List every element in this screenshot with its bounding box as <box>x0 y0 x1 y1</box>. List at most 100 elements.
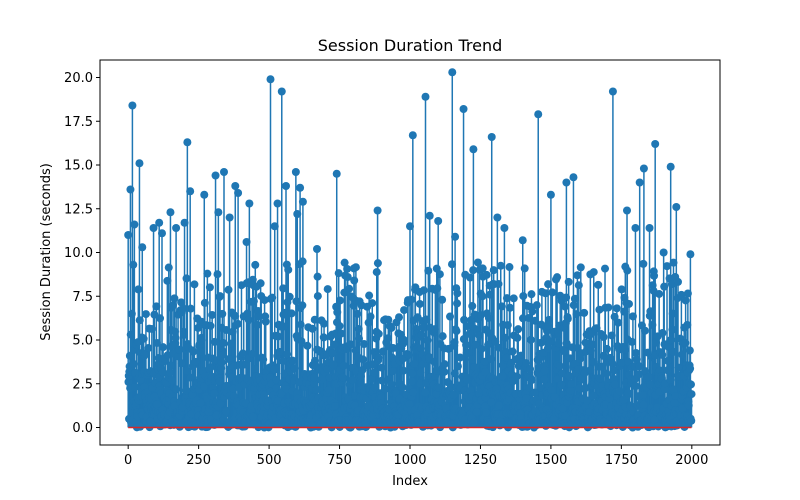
data-point <box>270 365 279 374</box>
x-axis: 0 250 500 750 1000 1250 1500 1750 2000 <box>124 445 708 468</box>
data-point <box>536 383 545 392</box>
data-point <box>674 363 683 372</box>
data-point <box>259 355 268 364</box>
data-point <box>651 140 660 148</box>
data-point <box>150 310 159 319</box>
data-point <box>554 329 563 337</box>
data-point <box>586 346 595 355</box>
data-point <box>505 263 514 272</box>
data-point <box>623 266 632 275</box>
data-point <box>189 347 198 356</box>
data-point <box>644 372 653 381</box>
data-point <box>177 359 186 368</box>
data-point <box>266 75 275 84</box>
data-point <box>316 420 325 429</box>
data-point <box>464 348 473 357</box>
data-point <box>524 313 533 322</box>
data-point <box>179 304 188 313</box>
data-point <box>641 326 650 335</box>
data-point <box>570 294 579 303</box>
data-point <box>681 296 690 305</box>
data-point <box>425 353 434 362</box>
data-point <box>340 258 349 267</box>
data-point <box>130 220 139 229</box>
data-point <box>422 315 431 324</box>
data-point <box>484 340 493 349</box>
data-point <box>217 358 226 367</box>
data-point <box>147 324 156 333</box>
data-point <box>607 331 616 340</box>
data-point <box>313 272 322 281</box>
x-tick-label: 1500 <box>534 453 567 468</box>
data-point <box>427 418 436 427</box>
data-point <box>410 359 419 368</box>
data-point <box>615 387 624 396</box>
data-point <box>365 291 374 300</box>
x-tick-label: 250 <box>186 453 211 468</box>
data-point <box>124 378 133 386</box>
data-point <box>632 348 641 357</box>
data-point <box>409 388 418 397</box>
data-point <box>624 299 633 308</box>
data-point <box>462 340 471 349</box>
data-point <box>527 376 536 385</box>
data-point <box>666 336 675 344</box>
data-point <box>351 346 360 355</box>
data-point <box>332 169 341 178</box>
data-point <box>563 314 572 323</box>
data-point <box>404 351 413 360</box>
data-point <box>433 284 442 293</box>
data-point <box>152 338 161 347</box>
data-point <box>387 323 396 332</box>
data-point <box>293 210 302 218</box>
data-point <box>519 314 528 323</box>
data-point <box>683 289 692 298</box>
data-point <box>398 383 407 392</box>
data-point <box>225 213 234 222</box>
data-point <box>245 199 254 208</box>
data-point <box>177 298 186 307</box>
data-point <box>129 260 138 269</box>
data-point <box>540 375 549 384</box>
data-point <box>126 330 135 339</box>
data-point <box>419 323 428 332</box>
data-point <box>159 343 168 352</box>
data-point <box>494 343 503 352</box>
data-point <box>452 327 461 336</box>
data-point <box>608 359 617 368</box>
data-point <box>308 324 317 333</box>
data-point <box>501 333 510 342</box>
data-point <box>384 334 393 343</box>
data-point <box>183 366 192 375</box>
data-point <box>557 369 566 378</box>
data-point <box>358 366 367 375</box>
data-point <box>564 277 573 286</box>
data-point <box>128 101 137 110</box>
y-tick-label: 5.0 <box>72 334 93 349</box>
data-point <box>249 412 258 421</box>
data-point <box>238 349 247 358</box>
data-point <box>282 182 290 190</box>
data-point <box>677 350 686 359</box>
data-point <box>369 368 378 377</box>
data-point <box>406 222 414 231</box>
data-point <box>681 338 690 347</box>
data-point <box>460 315 469 324</box>
data-point <box>446 312 455 321</box>
data-point <box>528 307 537 316</box>
data-point <box>373 259 382 268</box>
data-point <box>487 133 496 141</box>
data-point <box>432 390 441 399</box>
data-point <box>343 264 352 273</box>
data-point <box>208 310 217 319</box>
data-point <box>456 353 465 362</box>
data-point <box>482 270 491 279</box>
data-point <box>487 398 496 407</box>
x-tick-label: 1250 <box>464 453 497 468</box>
data-point <box>278 357 287 366</box>
data-point <box>493 213 502 222</box>
data-point <box>226 339 235 348</box>
data-point <box>576 263 585 272</box>
data-point <box>580 308 589 317</box>
